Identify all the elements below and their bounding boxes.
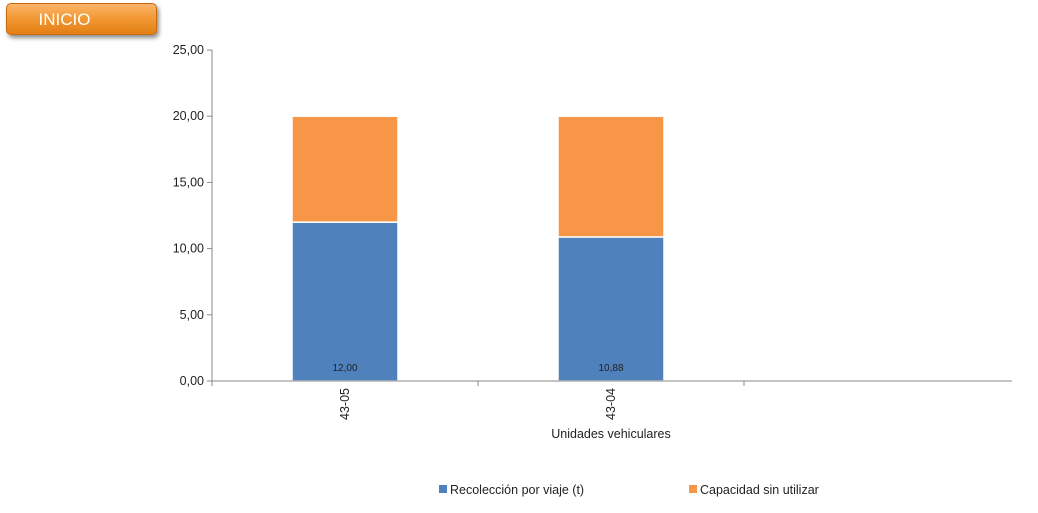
inicio-button[interactable]: INICIO bbox=[6, 3, 157, 35]
y-tick-label: 5,00 bbox=[180, 308, 204, 322]
x-axis-title: Unidades vehiculares bbox=[551, 427, 671, 441]
data-label-43-05: 12,00 bbox=[332, 363, 357, 374]
y-tick-label: 10,00 bbox=[173, 242, 204, 256]
y-tick-label: 0,00 bbox=[180, 374, 204, 388]
legend-capacidad-swatch bbox=[689, 485, 697, 493]
x-tick-label-43-05: 43-05 bbox=[338, 388, 352, 420]
data-label-43-04: 10,88 bbox=[598, 363, 623, 374]
x-tick-label-43-04: 43-04 bbox=[604, 388, 618, 420]
y-tick-label: 20,00 bbox=[173, 109, 204, 123]
legend-recoleccion-label: Recolección por viaje (t) bbox=[450, 483, 584, 497]
legend-capacidad-label: Capacidad sin utilizar bbox=[700, 483, 819, 497]
bar-segment-recoleccion-43-04 bbox=[557, 236, 665, 382]
legend-recoleccion-swatch bbox=[439, 485, 447, 493]
bar-segment-capacidad-43-04 bbox=[557, 115, 665, 238]
bar-segment-recoleccion-43-05 bbox=[291, 221, 399, 382]
y-tick-label: 15,00 bbox=[173, 175, 204, 189]
y-tick-label: 25,00 bbox=[173, 43, 204, 57]
bar-segment-capacidad-43-05 bbox=[291, 115, 399, 223]
